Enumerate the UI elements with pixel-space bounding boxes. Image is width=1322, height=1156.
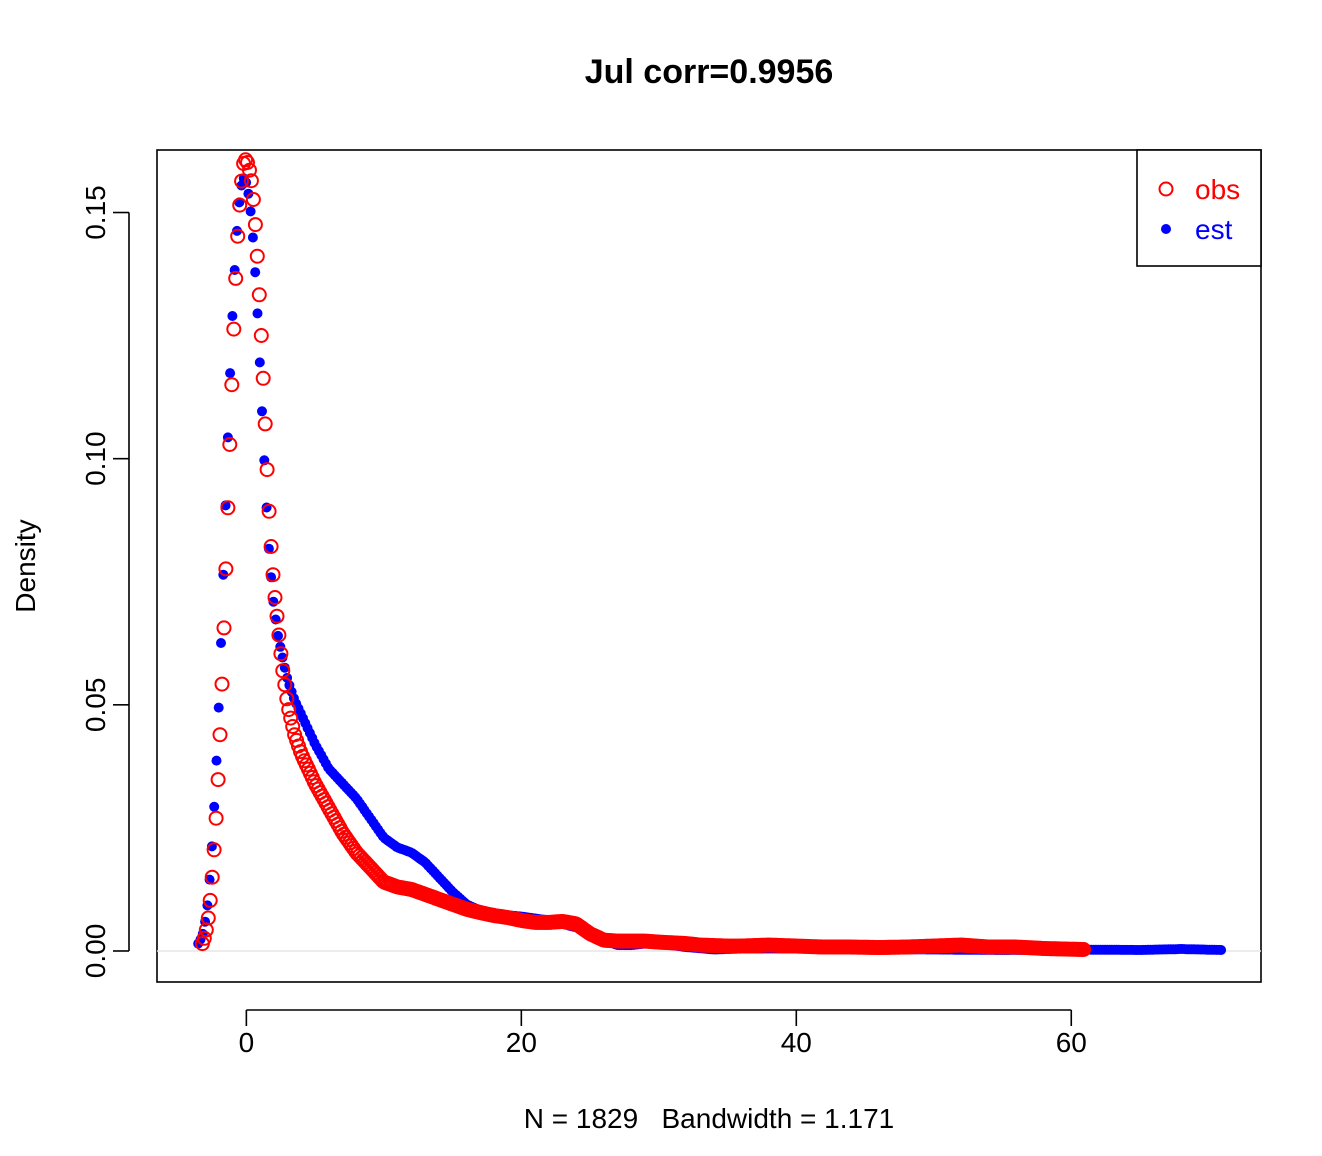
obs-point <box>226 321 242 337</box>
obs-point <box>224 377 240 393</box>
est-point <box>213 702 224 713</box>
obs-point <box>281 702 297 718</box>
x-tick-label: 60 <box>1056 1027 1087 1058</box>
obs-point <box>218 561 234 577</box>
obs-point <box>257 416 273 432</box>
est-point <box>227 311 238 321</box>
plot-box <box>156 149 1262 983</box>
obs-point <box>263 539 279 554</box>
obs-point <box>212 727 228 743</box>
est-point <box>245 206 256 217</box>
est-point <box>247 232 258 243</box>
y-axis: 0.00 0.05 0.10 0.15 <box>80 185 130 979</box>
obs-point <box>1076 942 1092 957</box>
obs-point <box>242 162 257 178</box>
est-point <box>243 188 254 199</box>
est-point <box>250 267 261 278</box>
obs-point <box>228 270 244 286</box>
obs-point <box>232 197 248 213</box>
obs-point <box>277 677 293 693</box>
obs-point <box>240 155 255 170</box>
obs-point <box>234 173 250 189</box>
obs-point <box>206 842 222 858</box>
obs-point <box>259 462 275 478</box>
obs-point <box>249 248 265 264</box>
legend-obs-label: obs <box>1195 174 1240 205</box>
obs-point <box>204 869 220 885</box>
obs-point <box>210 772 226 788</box>
est-point <box>252 308 263 319</box>
obs-point <box>261 503 277 519</box>
plot-area <box>157 152 1261 957</box>
x-tick-label: 0 <box>239 1027 255 1058</box>
obs-point <box>214 676 230 692</box>
est-point <box>216 638 226 648</box>
obs-point <box>265 567 281 583</box>
obs-point <box>285 719 301 734</box>
obs-point <box>222 437 238 452</box>
legend: obs est <box>1136 149 1262 267</box>
obs-point <box>273 646 289 662</box>
obs-point <box>220 500 236 516</box>
x-tick-label: 20 <box>506 1027 537 1058</box>
legend-obs-marker <box>1158 181 1174 197</box>
obs-point <box>275 663 291 679</box>
est-point <box>211 755 222 766</box>
est-point <box>209 801 220 812</box>
obs-point <box>269 608 285 624</box>
chart-title: Jul corr=0.9956 <box>585 53 834 91</box>
est-point <box>225 368 236 379</box>
legend-est-label: est <box>1195 214 1233 245</box>
y-tick-label: 0.00 <box>80 924 111 979</box>
obs-point <box>243 173 259 189</box>
obs-point <box>216 620 232 636</box>
y-axis-label: Density <box>10 519 41 612</box>
obs-point <box>200 910 216 926</box>
est-point <box>257 406 267 417</box>
est-point <box>232 225 242 236</box>
obs-point <box>251 287 267 303</box>
x-axis-label: N = 1829 Bandwidth = 1.171 <box>524 1103 895 1134</box>
obs-point <box>271 627 287 643</box>
est-point <box>254 357 265 368</box>
series-obs <box>194 152 1092 957</box>
obs-point <box>267 590 283 605</box>
legend-box <box>1136 149 1262 267</box>
x-tick-label: 40 <box>781 1027 812 1058</box>
obs-point <box>245 192 261 207</box>
y-tick-label: 0.10 <box>80 431 111 486</box>
y-tick-label: 0.15 <box>80 185 111 240</box>
x-axis: 0 20 40 60 <box>239 1009 1087 1058</box>
obs-point <box>253 328 269 343</box>
obs-point <box>255 370 271 386</box>
obs-point <box>230 228 246 244</box>
obs-point <box>196 930 212 946</box>
obs-point <box>208 810 224 826</box>
est-point <box>273 630 283 641</box>
y-tick-label: 0.05 <box>80 678 111 733</box>
obs-point <box>279 691 295 707</box>
obs-point <box>283 710 299 726</box>
obs-point <box>202 892 218 908</box>
est-point <box>1216 945 1227 955</box>
obs-point <box>247 217 263 233</box>
legend-est-marker <box>1161 224 1171 234</box>
